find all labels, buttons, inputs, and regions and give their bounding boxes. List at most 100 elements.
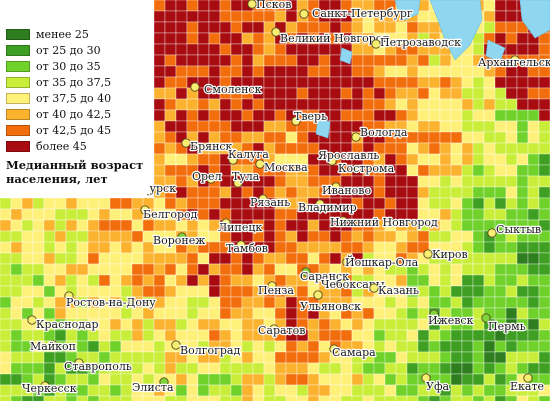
district-cell — [219, 373, 232, 386]
district-cell — [472, 142, 485, 155]
district-cell — [32, 351, 45, 364]
district-cell — [527, 76, 540, 89]
district-cell — [351, 230, 364, 243]
district-cell — [98, 252, 111, 265]
district-cell — [120, 373, 133, 386]
district-cell — [318, 373, 331, 386]
district-cell — [175, 32, 188, 45]
district-cell — [296, 98, 309, 111]
district-cell — [164, 21, 177, 34]
district-cell — [373, 230, 386, 243]
district-cell — [274, 131, 287, 144]
district-cell — [296, 76, 309, 89]
district-cell — [219, 318, 232, 331]
city-marker-group: Уфа — [421, 373, 451, 394]
district-cell — [197, 109, 210, 122]
district-cell — [461, 142, 474, 155]
district-cell — [241, 340, 254, 353]
district-cell — [329, 54, 342, 67]
city-marker-group: Тамбов — [225, 240, 269, 256]
district-cell — [318, 384, 331, 397]
district-cell — [197, 285, 210, 298]
legend-item-35-37-5: от 35 до 37,5 — [6, 74, 150, 90]
district-cell — [186, 252, 199, 265]
district-cell — [461, 197, 474, 210]
district-cell — [186, 395, 199, 401]
district-cell — [472, 164, 485, 177]
city-marker-group: Калуга — [227, 147, 270, 165]
district-cell — [241, 65, 254, 78]
district-cell — [175, 318, 188, 331]
district-cell — [164, 274, 177, 287]
district-cell — [505, 197, 518, 210]
district-cell — [527, 274, 540, 287]
city-label: Великий Новгород — [280, 32, 389, 45]
district-cell — [538, 87, 550, 100]
district-cell — [43, 197, 56, 210]
district-cell — [263, 362, 276, 375]
district-cell — [538, 241, 550, 254]
district-cell — [307, 351, 320, 364]
city-marker-group: Екате — [509, 373, 545, 394]
district-cell — [505, 274, 518, 287]
district-cell — [175, 274, 188, 287]
district-cell — [527, 120, 540, 133]
district-cell — [472, 230, 485, 243]
district-cell — [252, 109, 265, 122]
district-cell — [428, 340, 441, 353]
district-cell — [450, 142, 463, 155]
district-cell — [461, 362, 474, 375]
district-cell — [428, 65, 441, 78]
district-cell — [384, 197, 397, 210]
district-cell — [263, 87, 276, 100]
district-cell — [483, 296, 496, 309]
district-cell — [175, 153, 188, 166]
district-cell — [483, 362, 496, 375]
district-cell — [296, 230, 309, 243]
district-cell — [241, 54, 254, 67]
district-cell — [241, 98, 254, 111]
district-cell — [208, 395, 221, 401]
city-marker-group: Липецк — [217, 218, 264, 235]
water-body — [519, 0, 550, 39]
district-cell — [219, 10, 232, 23]
district-cell — [208, 0, 221, 12]
district-cell — [307, 76, 320, 89]
district-cell — [10, 263, 23, 276]
district-cell — [483, 373, 496, 386]
district-cell — [494, 197, 507, 210]
legend-swatch — [6, 92, 30, 104]
district-cell — [340, 230, 353, 243]
legend-swatch — [6, 140, 30, 152]
district-cell — [505, 395, 518, 401]
district-cell — [384, 109, 397, 122]
district-cell — [98, 318, 111, 331]
district-cell — [505, 32, 518, 45]
water-body — [394, 0, 421, 21]
district-cell — [406, 131, 419, 144]
district-cell — [197, 329, 210, 342]
district-cell — [318, 43, 331, 56]
district-cell — [285, 241, 298, 254]
city-label: Брянск — [190, 140, 233, 153]
district-cell — [516, 274, 529, 287]
legend-item-under-25: менее 25 — [6, 26, 150, 42]
district-cell — [406, 87, 419, 100]
city-dot-icon — [48, 340, 58, 350]
district-cell — [318, 351, 331, 364]
district-cell — [175, 384, 188, 397]
district-cell — [351, 362, 364, 375]
district-cell — [329, 43, 342, 56]
district-cell — [318, 252, 331, 265]
district-cell — [54, 219, 67, 232]
district-cell — [417, 230, 430, 243]
legend-items: менее 25 от 25 до 30 от 30 до 35 от 35 д… — [6, 26, 150, 154]
district-cell — [417, 98, 430, 111]
district-cell — [87, 219, 100, 232]
district-cell — [252, 32, 265, 45]
district-cell — [439, 340, 452, 353]
district-cell — [538, 351, 550, 364]
district-cell — [10, 395, 23, 401]
district-cell — [98, 208, 111, 221]
district-cell — [483, 131, 496, 144]
